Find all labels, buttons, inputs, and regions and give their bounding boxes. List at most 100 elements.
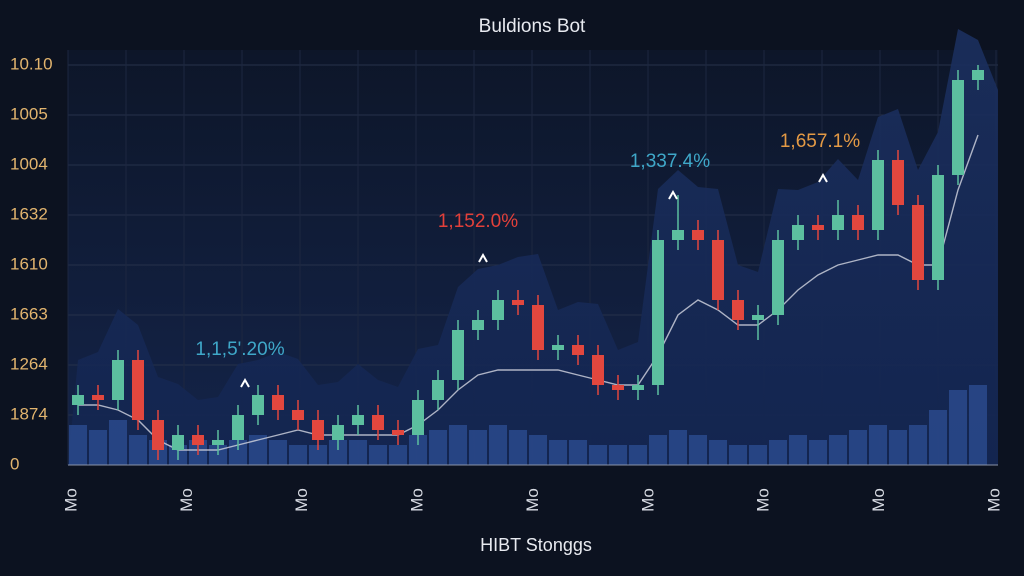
candle-body [192,435,204,445]
volume-bar [929,410,947,465]
candle-body [172,435,184,450]
volume-bar [949,390,967,465]
candle-body [792,225,804,240]
candle-body [592,355,604,385]
annotation-arrow [478,252,488,263]
candle-body [552,345,564,350]
candle-body [632,385,644,390]
volume-bar [729,445,747,465]
candle-body [692,230,704,240]
candle-body [72,395,84,405]
moving-average-line [78,134,979,451]
y-tick-label: 1874 [10,404,48,423]
candle-body [292,410,304,420]
candle-body [332,425,344,440]
volume-bar [849,430,867,465]
annotation: 1,657.1% [780,131,860,152]
volume-bar [609,445,627,465]
candle-body [952,80,964,175]
annotation: 1,152.0% [438,211,518,232]
candle-body [652,240,664,385]
x-tick-label: Mo [177,488,196,512]
y-tick-label: 1005 [10,104,48,123]
x-tick-label: Mo [61,488,80,512]
volume-bar [449,425,467,465]
candle-body [712,240,724,300]
volume-bar [309,445,327,465]
candle-body [972,70,984,80]
candle-body [212,440,224,445]
y-tick-label: 1610 [10,254,48,273]
x-tick-label: Mo [869,488,888,512]
volume-bar [649,435,667,465]
y-tick-label: 1663 [10,304,48,323]
x-tick-label: Mo [523,488,542,512]
volume-bar [909,425,927,465]
volume-bar [89,430,107,465]
candle-body [232,415,244,440]
candle-body [472,320,484,330]
volume-bar [669,430,687,465]
candle-body [412,400,424,435]
volume-bar [469,430,487,465]
candle-body [532,305,544,350]
candle-body [512,300,524,305]
candle-body [732,300,744,320]
volume-bar [249,435,267,465]
y-tick-label: 1004 [10,154,48,173]
candle-body [912,205,924,280]
candle-body [252,395,264,415]
volume-bar [369,445,387,465]
candle-body [612,385,624,390]
candle-body [812,225,824,230]
candle-body [752,315,764,320]
candle-body [112,360,124,400]
y-tick-label: 1632 [10,204,48,223]
candle-body [452,330,464,380]
annotation-arrow [240,377,250,388]
volume-bar [629,445,647,465]
volume-bar [69,425,87,465]
candle-body [392,430,404,435]
candle-body [872,160,884,230]
volume-bar [409,435,427,465]
x-tick-label: Mo [638,488,657,512]
annotation-arrow [818,172,828,183]
candle-body [832,215,844,230]
candle-body [132,360,144,420]
candle-body [932,175,944,280]
x-tick-label: Mo [408,488,427,512]
volume-bar [549,440,567,465]
volume-bar [349,440,367,465]
volume-bar [749,445,767,465]
chart-title: Buldions Bot [479,16,586,37]
candle-body [492,300,504,320]
x-tick-label: Mo [754,488,773,512]
y-tick-label: 10.10 [10,54,53,73]
y-tick-label: 0 [10,454,19,473]
candle-body [772,240,784,315]
volume-bar [589,445,607,465]
x-tick-label: Mo [292,488,311,512]
volume-bar [809,440,827,465]
candle-body [152,420,164,450]
candle-body [572,345,584,355]
volume-bar [289,445,307,465]
candle-body [352,415,364,425]
volume-bar [429,430,447,465]
x-axis-label: HIBT Stonggs [480,535,592,555]
candle-body [672,230,684,240]
volume-bar [889,430,907,465]
candle-body [372,415,384,430]
volume-bar [529,435,547,465]
volume-bar [269,440,287,465]
volume-bar [829,435,847,465]
annotation: 1,337.4% [630,151,710,172]
volume-bar [389,445,407,465]
volume-bar [769,440,787,465]
background-area [68,29,998,465]
candle-body [852,215,864,230]
volume-bar [569,440,587,465]
annotation: 1,1,5'.20% [195,339,284,360]
